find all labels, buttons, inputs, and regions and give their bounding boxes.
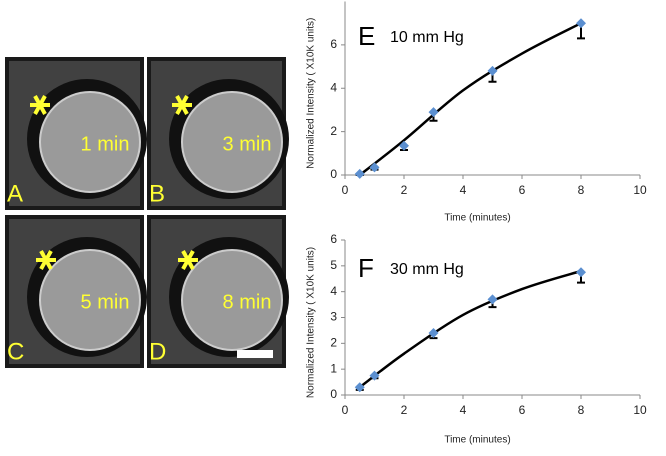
time-label: 1 min [81, 133, 130, 155]
data-point [399, 140, 409, 151]
x-axis-title: Time (minutes) [444, 213, 510, 224]
asterisk [36, 250, 56, 270]
data-point [369, 370, 380, 381]
x-tick-label: 10 [633, 183, 647, 197]
x-tick-label: 2 [401, 183, 408, 197]
chart-title: 30 mm Hg [390, 261, 464, 278]
vessel-lumen [181, 91, 283, 193]
y-tick-label: 4 [330, 80, 337, 94]
x-tick-label: 4 [460, 183, 467, 197]
panel-letter: C [7, 338, 24, 365]
panel-letter: B [149, 180, 165, 207]
x-tick-label: 8 [578, 403, 585, 417]
y-tick-label: 6 [330, 232, 337, 246]
x-tick-label: 4 [460, 403, 467, 417]
y-tick-label: 0 [330, 167, 337, 181]
y-tick-label: 0 [330, 387, 337, 401]
x-tick-label: 0 [342, 403, 349, 417]
time-label: 8 min [223, 291, 272, 313]
data-point [576, 18, 586, 29]
chart-title: 10 mm Hg [390, 29, 464, 46]
vessel-lumen [39, 249, 141, 351]
vessel-lumen [39, 91, 141, 193]
x-tick-label: 6 [519, 183, 526, 197]
data-point [354, 168, 365, 179]
asterisk [30, 95, 50, 115]
vessel-lumen [181, 249, 283, 351]
y-axis-title: Normalized Intensity ( X10K units) [306, 18, 317, 169]
y-tick-label: 6 [330, 37, 337, 51]
y-tick-label: 3 [330, 310, 337, 324]
scale-bar [237, 350, 273, 358]
panel-letter: E [358, 21, 375, 51]
asterisk [178, 250, 198, 270]
data-point [576, 267, 586, 278]
time-label: 3 min [223, 133, 272, 155]
x-tick-label: 2 [401, 403, 408, 417]
asterisk [172, 95, 192, 115]
data-point [487, 294, 498, 305]
panel-letter: F [358, 253, 374, 283]
data-point [487, 65, 498, 76]
x-tick-label: 6 [519, 403, 526, 417]
data-point [428, 328, 439, 338]
trendline [358, 269, 582, 389]
y-tick-label: 5 [330, 258, 337, 272]
x-tick-label: 8 [578, 183, 585, 197]
y-tick-label: 4 [330, 284, 337, 298]
y-tick-label: 1 [330, 361, 337, 375]
time-label: 5 min [81, 291, 130, 313]
data-point [354, 382, 365, 393]
trendline [358, 22, 582, 176]
y-axis-title: Normalized Intensity ( X10K units) [306, 247, 317, 398]
panel-letter: A [7, 180, 23, 207]
x-tick-label: 0 [342, 183, 349, 197]
panel-letter: D [149, 338, 166, 365]
x-axis-title: Time (minutes) [444, 435, 510, 446]
data-point [369, 162, 380, 173]
x-tick-label: 10 [633, 403, 647, 417]
y-tick-label: 2 [330, 336, 337, 350]
y-tick-label: 2 [330, 124, 337, 138]
data-point [428, 107, 439, 118]
